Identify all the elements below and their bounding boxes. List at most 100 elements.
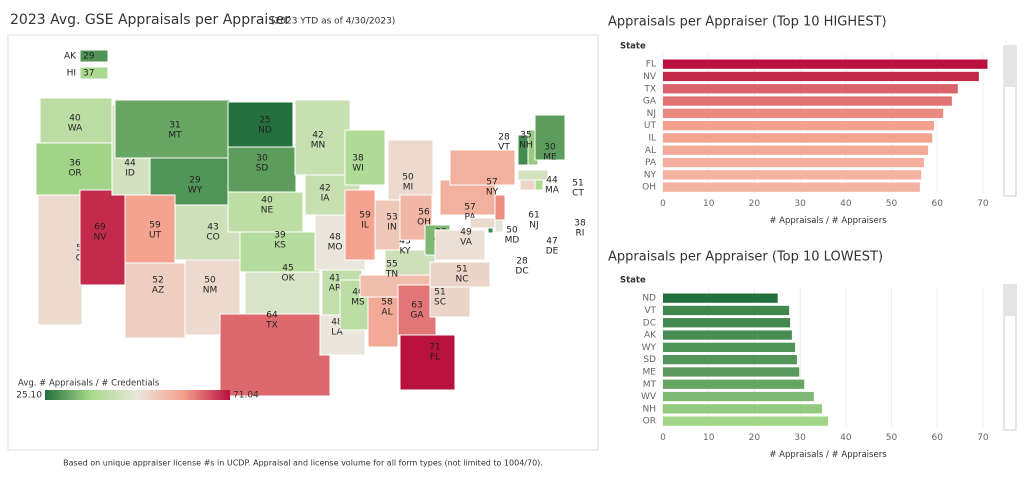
state-label: RI bbox=[576, 229, 585, 239]
state-label: CO bbox=[206, 233, 219, 243]
bar bbox=[663, 84, 958, 94]
x-tick-label: 20 bbox=[749, 199, 761, 209]
x-tick-label: 30 bbox=[794, 199, 806, 209]
state bbox=[114, 99, 231, 159]
x-tick-label: 50 bbox=[886, 199, 898, 209]
state bbox=[429, 286, 471, 318]
state-value: 61 bbox=[528, 211, 539, 221]
state-value: 37 bbox=[83, 69, 94, 79]
state bbox=[227, 191, 304, 233]
state-value: 48 bbox=[329, 233, 341, 243]
state-label: NY bbox=[486, 188, 499, 198]
state-value: 51 bbox=[572, 179, 583, 189]
state-label: MS bbox=[351, 298, 365, 308]
x-axis-label: # Appraisals / # Appraisers bbox=[769, 450, 887, 460]
state-label: NM bbox=[203, 286, 218, 296]
bar bbox=[663, 330, 792, 340]
state-label: OR bbox=[68, 169, 81, 179]
state-label: AL bbox=[381, 308, 392, 318]
state bbox=[344, 129, 386, 186]
bar-title: Appraisals per Appraiser (Top 10 LOWEST) bbox=[608, 250, 883, 265]
state-value: 45 bbox=[282, 264, 293, 274]
state-label: MN bbox=[311, 141, 326, 151]
state-value: 28 bbox=[516, 257, 528, 267]
y-header: State bbox=[620, 276, 646, 286]
state-label: NJ bbox=[529, 221, 538, 231]
state-value: 43 bbox=[207, 223, 218, 233]
state bbox=[227, 101, 294, 148]
state bbox=[227, 146, 297, 193]
state-label: WA bbox=[68, 124, 83, 134]
state bbox=[434, 229, 486, 261]
state-label: ND bbox=[258, 126, 272, 136]
state-label: AZ bbox=[152, 286, 164, 296]
state-label: TX bbox=[265, 321, 278, 331]
legend-title: Avg. # Appraisals / # Credentials bbox=[18, 379, 160, 389]
state-value: 40 bbox=[69, 114, 81, 124]
state bbox=[399, 334, 456, 391]
bar bbox=[663, 416, 828, 426]
bar bbox=[663, 379, 805, 389]
y-tick-label: VT bbox=[644, 306, 656, 316]
bar bbox=[663, 391, 814, 402]
state-value: 53 bbox=[386, 213, 397, 223]
state-label: UT bbox=[149, 231, 162, 241]
y-tick-label: NV bbox=[643, 72, 657, 82]
legend-bar bbox=[45, 390, 230, 400]
bar bbox=[663, 133, 933, 143]
state-value: 44 bbox=[546, 176, 558, 186]
y-header: State bbox=[620, 42, 646, 52]
state-label: DC bbox=[515, 267, 528, 277]
state-label: HI bbox=[67, 69, 76, 79]
state bbox=[374, 199, 401, 251]
state-value: 42 bbox=[319, 184, 330, 194]
x-tick-label: 0 bbox=[660, 433, 666, 443]
bar bbox=[663, 342, 796, 352]
scroll-thumb[interactable] bbox=[1005, 286, 1015, 316]
state-label: MT bbox=[168, 131, 182, 141]
scrollbar[interactable] bbox=[1003, 284, 1017, 431]
state bbox=[79, 189, 126, 286]
state-value: 51 bbox=[434, 288, 445, 298]
x-tick-label: 70 bbox=[977, 199, 989, 209]
state-label: WI bbox=[352, 164, 364, 174]
scroll-thumb[interactable] bbox=[1005, 47, 1015, 87]
bar bbox=[663, 182, 920, 192]
y-tick-label: OH bbox=[642, 183, 656, 193]
x-axis-label: # Appraisals / # Appraisers bbox=[769, 216, 887, 226]
state-value: 47 bbox=[546, 237, 557, 247]
state-label: OK bbox=[282, 274, 296, 284]
state-value: 57 bbox=[486, 178, 497, 188]
state-value: 29 bbox=[189, 176, 201, 186]
state-value: 51 bbox=[456, 265, 467, 275]
state-label: SC bbox=[434, 298, 446, 308]
state-value: 69 bbox=[94, 223, 106, 233]
state bbox=[469, 217, 496, 229]
x-tick-label: 60 bbox=[932, 433, 944, 443]
x-tick-label: 30 bbox=[794, 433, 806, 443]
state bbox=[429, 261, 491, 288]
state bbox=[124, 262, 186, 339]
state-label: MA bbox=[545, 186, 560, 196]
bar bbox=[663, 108, 944, 118]
state-label: MD bbox=[505, 236, 520, 246]
map-subtitle: (2023 YTD as of 4/30/2023) bbox=[271, 17, 395, 27]
bar bbox=[663, 121, 935, 131]
state-value: 59 bbox=[359, 211, 371, 221]
state-label: SD bbox=[256, 164, 269, 174]
y-tick-label: TX bbox=[643, 84, 656, 94]
state-label: KS bbox=[274, 241, 286, 251]
state-label: MI bbox=[403, 183, 413, 193]
state bbox=[487, 227, 494, 234]
y-tick-label: ME bbox=[643, 367, 657, 377]
state-value: 40 bbox=[352, 288, 364, 298]
state-label: ME bbox=[543, 153, 557, 163]
state bbox=[219, 313, 331, 397]
state-value: 40 bbox=[261, 196, 273, 206]
y-tick-label: ND bbox=[642, 294, 656, 304]
state-value: 42 bbox=[312, 131, 323, 141]
bar bbox=[663, 145, 929, 155]
bar bbox=[663, 318, 791, 328]
state-label: VA bbox=[460, 238, 473, 248]
x-tick-label: 20 bbox=[749, 433, 761, 443]
